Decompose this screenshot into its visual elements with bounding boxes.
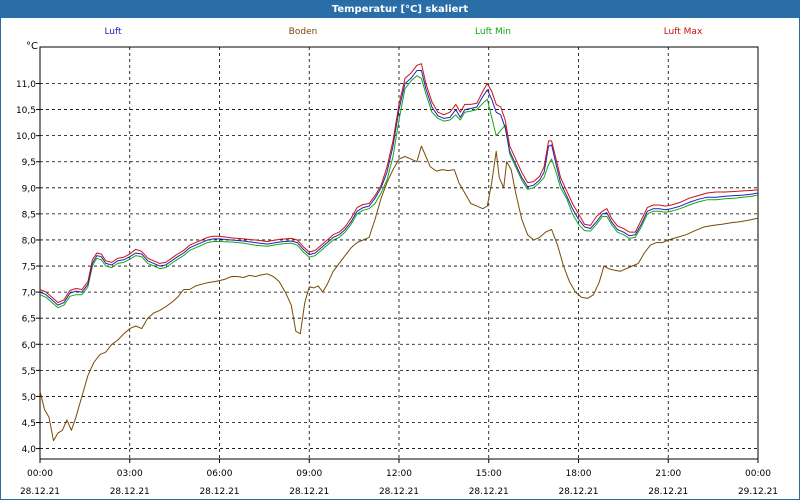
y-tick-label: 8,5 — [22, 210, 36, 220]
x-tick-date-label: 28.12.21 — [558, 487, 598, 497]
legend-luft-max: Luft Max — [664, 27, 703, 37]
y-tick-label: 5,0 — [22, 393, 37, 403]
y-tick-label: 11,0 — [16, 80, 36, 90]
y-tick-label: 9,5 — [22, 158, 36, 168]
legend-boden: Boden — [289, 27, 318, 37]
x-tick-time-label: 00:00 — [27, 469, 53, 479]
x-tick-date-label: 28.12.21 — [20, 487, 60, 497]
x-tick-time-label: 03:00 — [117, 469, 143, 479]
legend: Luft Boden Luft Min Luft Max — [104, 27, 703, 37]
series-line-luft — [39, 70, 759, 306]
y-tick-label: 9,0 — [22, 184, 37, 194]
legend-luft: Luft — [104, 27, 122, 37]
x-tick-time-label: 21:00 — [655, 469, 681, 479]
x-tick-date-label: 28.12.21 — [199, 487, 239, 497]
x-tick-date-label: 28.12.21 — [469, 487, 509, 497]
y-tick-label: 5,5 — [22, 367, 36, 377]
series-lines — [39, 63, 759, 442]
window-title: Temperatur [°C] skaliert — [1, 1, 799, 18]
x-tick-date-label: 28.12.21 — [289, 487, 329, 497]
x-tick-time-label: 12:00 — [386, 469, 412, 479]
y-tick-label: 6,5 — [22, 315, 36, 325]
x-axis: 00:00 28.12.21 03:00 28.12.21 06:00 28.12.21 0… — [20, 459, 778, 497]
y-tick-label: 7,5 — [22, 263, 36, 273]
y-tick-label: 10,5 — [16, 106, 36, 116]
y-axis: °C 11,0 10,5 10,0 9,5 9,0 8,5 8,0 7,5 7,0 6,5 6,0 5… — [16, 41, 40, 455]
x-tick-date-label: 28.12.21 — [110, 487, 150, 497]
x-tick-time-label: 00:00 — [745, 469, 771, 479]
y-tick-label: 4,0 — [22, 445, 37, 455]
x-tick-time-label: 06:00 — [207, 469, 233, 479]
x-tick-date-label: 29.12.21 — [738, 487, 778, 497]
y-tick-label: 7,0 — [22, 289, 37, 299]
y-tick-label: 6,0 — [22, 341, 37, 351]
series-line-boden — [39, 145, 759, 442]
x-tick-time-label: 18:00 — [566, 469, 592, 479]
y-tick-label: 4,5 — [22, 419, 36, 429]
x-tick-time-label: 09:00 — [296, 469, 322, 479]
grid-lines — [40, 47, 758, 459]
series-line-luft-max — [39, 63, 759, 303]
y-tick-label: 10,0 — [16, 132, 36, 142]
x-tick-date-label: 28.12.21 — [379, 487, 419, 497]
x-tick-time-label: 15:00 — [476, 469, 502, 479]
series-line-luft-min — [39, 75, 759, 309]
y-axis-unit-label: °C — [26, 41, 38, 52]
legend-luft-min: Luft Min — [475, 27, 511, 37]
y-tick-label: 8,0 — [22, 236, 37, 246]
x-tick-date-label: 28.12.21 — [648, 487, 688, 497]
